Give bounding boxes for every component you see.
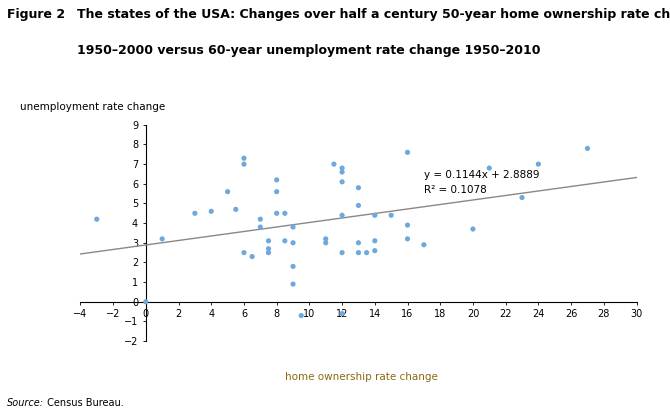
Point <box>271 176 282 183</box>
Point <box>222 188 233 195</box>
Point <box>402 235 413 242</box>
Point <box>533 161 544 168</box>
Point <box>287 240 298 246</box>
Point <box>353 202 364 209</box>
Point <box>255 216 266 223</box>
Point <box>263 249 274 256</box>
Point <box>337 168 348 175</box>
Point <box>206 208 216 215</box>
Point <box>386 212 397 218</box>
Text: The states of the USA: Changes over half a century 50-year home ownership rate c: The states of the USA: Changes over half… <box>77 8 670 21</box>
Point <box>271 210 282 217</box>
Point <box>369 212 380 218</box>
Point <box>353 249 364 256</box>
Text: unemployment rate change: unemployment rate change <box>20 102 165 112</box>
Point <box>337 249 348 256</box>
Point <box>320 235 331 242</box>
Point <box>279 210 290 217</box>
Point <box>402 149 413 156</box>
Point <box>402 222 413 228</box>
Point <box>263 245 274 252</box>
Point <box>91 216 102 223</box>
Point <box>337 165 348 171</box>
Point <box>157 235 168 242</box>
Point <box>190 210 200 217</box>
Point <box>337 178 348 185</box>
Point <box>247 253 257 260</box>
Point <box>239 155 249 161</box>
Point <box>255 224 266 230</box>
Point <box>361 249 372 256</box>
Point <box>230 206 241 213</box>
Text: y = 0.1144x + 2.8889
R² = 0.1078: y = 0.1144x + 2.8889 R² = 0.1078 <box>424 170 539 195</box>
Point <box>337 310 348 317</box>
Point <box>296 312 307 319</box>
Point <box>239 161 249 168</box>
Point <box>263 238 274 244</box>
Point <box>328 161 339 168</box>
Text: Figure 2: Figure 2 <box>7 8 65 21</box>
Point <box>239 249 249 256</box>
Point <box>484 165 494 171</box>
Point <box>337 212 348 218</box>
Point <box>369 248 380 254</box>
Point <box>287 224 298 230</box>
Point <box>287 263 298 270</box>
Point <box>320 240 331 246</box>
Point <box>141 298 151 305</box>
Point <box>419 241 429 248</box>
Point <box>279 238 290 244</box>
Point <box>468 226 478 233</box>
Point <box>353 240 364 246</box>
Text: Source:: Source: <box>7 398 44 408</box>
Point <box>271 188 282 195</box>
Point <box>287 281 298 287</box>
Text: home ownership rate change: home ownership rate change <box>285 372 438 382</box>
Point <box>353 184 364 191</box>
Point <box>369 238 380 244</box>
Point <box>517 194 527 201</box>
Point <box>582 145 593 152</box>
Text: 1950–2000 versus 60-year unemployment rate change 1950–2010: 1950–2000 versus 60-year unemployment ra… <box>77 44 541 57</box>
Text: Census Bureau.: Census Bureau. <box>44 398 123 408</box>
